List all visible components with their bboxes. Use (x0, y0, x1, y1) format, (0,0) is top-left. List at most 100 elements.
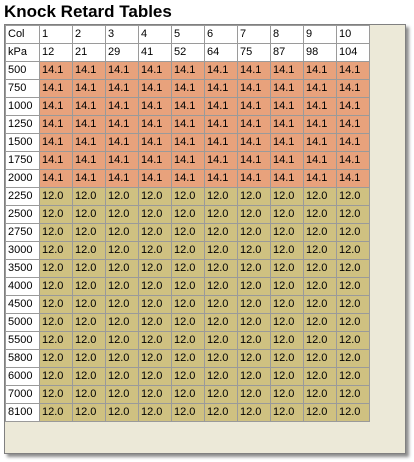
table-cell[interactable]: 12.0 (105, 241, 139, 260)
table-cell[interactable]: 14.1 (105, 97, 139, 116)
table-cell[interactable]: 14.1 (237, 169, 271, 188)
table-cell[interactable]: 14.1 (171, 61, 205, 80)
table-cell[interactable]: 12.0 (204, 277, 238, 296)
table-cell[interactable]: 12.0 (105, 277, 139, 296)
table-cell[interactable]: 12.0 (336, 385, 370, 404)
table-cell[interactable]: 12.0 (72, 403, 106, 422)
table-cell[interactable]: 12.0 (336, 331, 370, 350)
table-cell[interactable]: 12.0 (270, 313, 304, 332)
table-cell[interactable]: 14.1 (39, 115, 73, 134)
table-cell[interactable]: 14.1 (270, 133, 304, 152)
table-cell[interactable]: 12.0 (39, 223, 73, 242)
table-cell[interactable]: 12.0 (72, 313, 106, 332)
table-cell[interactable]: 14.1 (171, 97, 205, 116)
table-cell[interactable]: 12.0 (204, 295, 238, 314)
table-cell[interactable]: 12.0 (105, 259, 139, 278)
table-cell[interactable]: 14.1 (336, 79, 370, 98)
table-cell[interactable]: 12.0 (39, 277, 73, 296)
table-cell[interactable]: 12.0 (105, 403, 139, 422)
table-cell[interactable]: 12.0 (171, 313, 205, 332)
table-cell[interactable]: 14.1 (303, 61, 337, 80)
table-cell[interactable]: 14.1 (270, 151, 304, 170)
table-cell[interactable]: 12.0 (105, 313, 139, 332)
table-cell[interactable]: 12.0 (39, 403, 73, 422)
table-cell[interactable]: 12.0 (303, 223, 337, 242)
table-cell[interactable]: 12.0 (270, 367, 304, 386)
table-cell[interactable]: 12.0 (270, 331, 304, 350)
table-cell[interactable]: 14.1 (72, 97, 106, 116)
table-cell[interactable]: 14.1 (72, 61, 106, 80)
table-cell[interactable]: 14.1 (336, 115, 370, 134)
table-cell[interactable]: 12.0 (105, 223, 139, 242)
table-cell[interactable]: 12.0 (39, 367, 73, 386)
table-cell[interactable]: 12.0 (204, 349, 238, 368)
table-cell[interactable]: 14.1 (204, 61, 238, 80)
table-cell[interactable]: 14.1 (105, 151, 139, 170)
table-cell[interactable]: 14.1 (237, 133, 271, 152)
table-cell[interactable]: 12.0 (303, 349, 337, 368)
table-cell[interactable]: 12.0 (138, 403, 172, 422)
table-cell[interactable]: 14.1 (105, 79, 139, 98)
table-cell[interactable]: 12.0 (72, 205, 106, 224)
table-cell[interactable]: 14.1 (270, 61, 304, 80)
table-cell[interactable]: 14.1 (204, 151, 238, 170)
table-cell[interactable]: 14.1 (72, 79, 106, 98)
table-cell[interactable]: 12.0 (171, 331, 205, 350)
table-cell[interactable]: 12.0 (39, 241, 73, 260)
table-cell[interactable]: 14.1 (72, 115, 106, 134)
table-cell[interactable]: 12.0 (39, 205, 73, 224)
table-cell[interactable]: 12.0 (72, 331, 106, 350)
table-cell[interactable]: 14.1 (237, 61, 271, 80)
table-cell[interactable]: 14.1 (336, 151, 370, 170)
table-cell[interactable]: 12.0 (138, 331, 172, 350)
table-cell[interactable]: 12.0 (204, 205, 238, 224)
table-cell[interactable]: 14.1 (72, 151, 106, 170)
table-cell[interactable]: 12.0 (138, 349, 172, 368)
table-cell[interactable]: 12.0 (270, 349, 304, 368)
table-cell[interactable]: 12.0 (336, 277, 370, 296)
table-cell[interactable]: 12.0 (336, 403, 370, 422)
table-cell[interactable]: 12.0 (237, 349, 271, 368)
table-cell[interactable]: 14.1 (270, 79, 304, 98)
table-cell[interactable]: 12.0 (336, 241, 370, 260)
table-cell[interactable]: 12.0 (72, 349, 106, 368)
table-cell[interactable]: 14.1 (171, 115, 205, 134)
table-cell[interactable]: 12.0 (237, 313, 271, 332)
table-cell[interactable]: 12.0 (237, 295, 271, 314)
table-cell[interactable]: 12.0 (39, 313, 73, 332)
table-cell[interactable]: 12.0 (204, 385, 238, 404)
table-cell[interactable]: 12.0 (72, 187, 106, 206)
table-cell[interactable]: 12.0 (270, 277, 304, 296)
table-cell[interactable]: 12.0 (72, 277, 106, 296)
table-cell[interactable]: 14.1 (336, 169, 370, 188)
table-cell[interactable]: 12.0 (237, 277, 271, 296)
table-cell[interactable]: 14.1 (105, 133, 139, 152)
table-cell[interactable]: 12.0 (171, 403, 205, 422)
table-cell[interactable]: 12.0 (270, 187, 304, 206)
table-cell[interactable]: 12.0 (138, 241, 172, 260)
table-cell[interactable]: 12.0 (270, 205, 304, 224)
table-cell[interactable]: 12.0 (303, 331, 337, 350)
table-cell[interactable]: 12.0 (204, 331, 238, 350)
table-cell[interactable]: 12.0 (303, 313, 337, 332)
table-cell[interactable]: 14.1 (336, 61, 370, 80)
table-cell[interactable]: 12.0 (270, 223, 304, 242)
table-cell[interactable]: 12.0 (171, 367, 205, 386)
table-cell[interactable]: 14.1 (303, 169, 337, 188)
table-cell[interactable]: 12.0 (303, 385, 337, 404)
table-cell[interactable]: 12.0 (138, 295, 172, 314)
table-cell[interactable]: 14.1 (171, 151, 205, 170)
table-cell[interactable]: 14.1 (138, 97, 172, 116)
table-cell[interactable]: 14.1 (204, 169, 238, 188)
table-cell[interactable]: 14.1 (39, 151, 73, 170)
table-cell[interactable]: 14.1 (138, 151, 172, 170)
table-cell[interactable]: 14.1 (270, 97, 304, 116)
table-cell[interactable]: 12.0 (336, 367, 370, 386)
table-cell[interactable]: 12.0 (204, 313, 238, 332)
table-cell[interactable]: 14.1 (336, 97, 370, 116)
table-cell[interactable]: 14.1 (138, 115, 172, 134)
table-cell[interactable]: 14.1 (72, 133, 106, 152)
table-cell[interactable]: 12.0 (39, 187, 73, 206)
table-cell[interactable]: 14.1 (204, 97, 238, 116)
table-cell[interactable]: 12.0 (39, 385, 73, 404)
